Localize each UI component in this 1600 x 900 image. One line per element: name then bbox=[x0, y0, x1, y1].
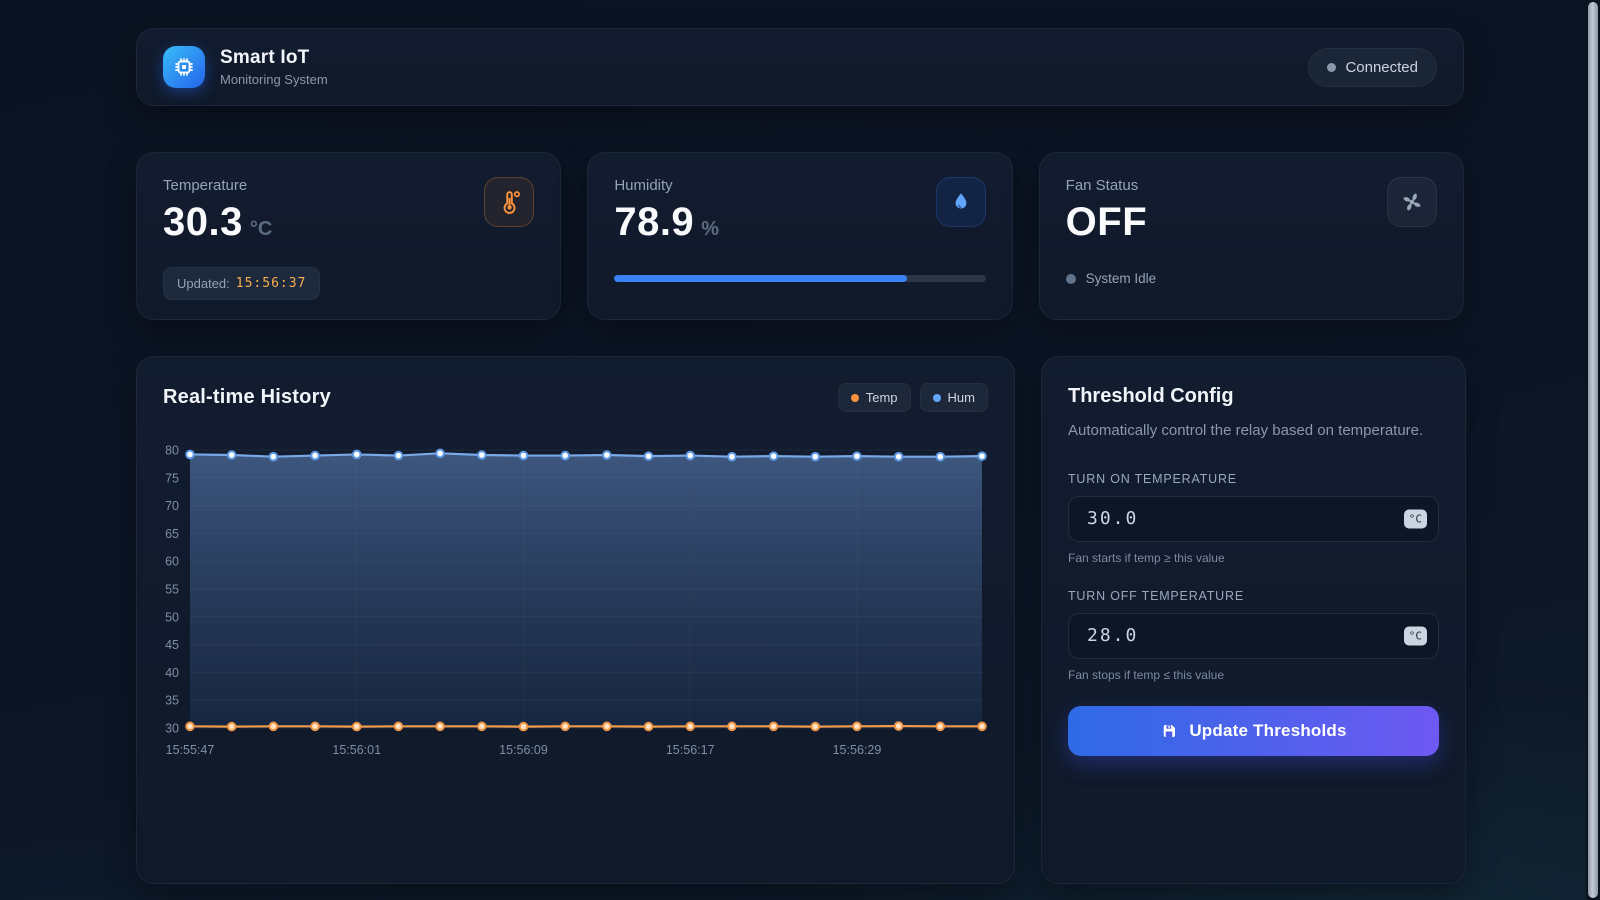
updated-time: 15:56:37 bbox=[235, 276, 307, 291]
legend-hum-label: Hum bbox=[947, 390, 975, 405]
idle-dot-icon bbox=[1065, 273, 1076, 284]
config-title: Threshold Config bbox=[1068, 385, 1234, 407]
svg-text:30: 30 bbox=[165, 722, 179, 736]
turn-on-temperature-input[interactable] bbox=[1068, 495, 1439, 542]
legend-temp[interactable]: Temp bbox=[837, 383, 911, 412]
history-line-chart: 30 35 40 45 50 55 60 65 70 75 80 15:55:47 15:56:01 15… bbox=[165, 444, 987, 757]
app-title: Smart IoT bbox=[220, 47, 310, 68]
scrollbar-thumb[interactable] bbox=[1588, 2, 1598, 898]
humidity-progress-fill bbox=[614, 275, 908, 282]
svg-text:65: 65 bbox=[165, 527, 179, 541]
thermometer-icon bbox=[484, 177, 535, 227]
svg-text:80: 80 bbox=[165, 444, 179, 458]
humidity-unit: % bbox=[701, 218, 719, 240]
app-subtitle: Monitoring System bbox=[220, 72, 328, 87]
svg-text:15:56:17: 15:56:17 bbox=[666, 743, 715, 757]
connection-dot-icon bbox=[1327, 62, 1337, 72]
main-row: Real-time History Temp Hum 30 35 40 45 50 55 6… bbox=[136, 356, 1466, 884]
turn-off-label: TURN OFF TEMPERATURE bbox=[1068, 588, 1244, 603]
threshold-config-card: Threshold Config Automatically control t… bbox=[1041, 356, 1466, 884]
page-scrollbar[interactable] bbox=[1586, 0, 1600, 900]
fan-status-label: Fan Status bbox=[1065, 177, 1139, 194]
turn-off-unit-badge: °C bbox=[1403, 626, 1427, 646]
humidity-label: Humidity bbox=[614, 177, 673, 194]
turn-on-help: Fan starts if temp ≥ this value bbox=[1068, 550, 1225, 565]
legend-hum[interactable]: Hum bbox=[919, 383, 988, 412]
fan-status-value: OFF bbox=[1065, 200, 1148, 244]
chip-icon bbox=[163, 46, 205, 88]
svg-text:15:56:01: 15:56:01 bbox=[332, 743, 381, 757]
humidity-progress-track bbox=[614, 275, 986, 282]
svg-text:55: 55 bbox=[165, 583, 179, 597]
droplet-icon bbox=[935, 177, 986, 227]
turn-on-unit-badge: °C bbox=[1403, 509, 1427, 529]
svg-text:15:56:29: 15:56:29 bbox=[833, 743, 882, 757]
svg-text:15:56:09: 15:56:09 bbox=[499, 743, 548, 757]
update-thresholds-button[interactable]: Update Thresholds bbox=[1068, 705, 1439, 756]
fan-system-status-text: System Idle bbox=[1085, 271, 1157, 286]
hum-legend-dot-icon bbox=[932, 393, 941, 402]
chart-plot-area: 30 35 40 45 50 55 60 65 70 75 80 15:55:47 15:56:01 15… bbox=[163, 442, 988, 772]
svg-text:45: 45 bbox=[165, 638, 179, 652]
temperature-unit: °C bbox=[249, 218, 273, 240]
chart-legend: Temp Hum bbox=[837, 383, 988, 412]
updated-badge: Updated: 15:56:37 bbox=[163, 267, 321, 300]
config-subtitle: Automatically control the relay based on… bbox=[1068, 422, 1424, 439]
svg-text:75: 75 bbox=[165, 471, 179, 485]
update-thresholds-label: Update Thresholds bbox=[1189, 720, 1347, 740]
svg-text:70: 70 bbox=[165, 499, 179, 513]
svg-text:60: 60 bbox=[165, 555, 179, 569]
humidity-card: Humidity 78.9 % bbox=[587, 152, 1013, 320]
app-header: Smart IoT Monitoring System Connected bbox=[136, 28, 1464, 106]
svg-text:40: 40 bbox=[165, 666, 179, 680]
save-icon bbox=[1164, 724, 1176, 737]
svg-text:35: 35 bbox=[165, 694, 179, 708]
legend-temp-label: Temp bbox=[865, 390, 898, 405]
temperature-card: Temperature 30.3 °C Updated: 15:56:37 bbox=[136, 152, 562, 320]
brand: Smart IoT Monitoring System bbox=[163, 46, 328, 88]
chart-title: Real-time History bbox=[163, 386, 331, 408]
temperature-value: 30.3 bbox=[163, 200, 243, 244]
history-chart-card: Real-time History Temp Hum 30 35 40 45 50 55 6… bbox=[136, 356, 1015, 884]
temp-legend-dot-icon bbox=[850, 393, 859, 402]
fan-status-card: Fan Status OFF System Idle bbox=[1038, 152, 1464, 320]
turn-on-label: TURN ON TEMPERATURE bbox=[1068, 471, 1237, 486]
connection-status-badge: Connected bbox=[1308, 47, 1437, 87]
dashboard: Smart IoT Monitoring System Connected Te… bbox=[136, 0, 1466, 884]
updated-label: Updated: bbox=[177, 276, 230, 291]
fan-icon bbox=[1387, 177, 1437, 227]
humidity-value: 78.9 bbox=[614, 200, 695, 244]
temperature-label: Temperature bbox=[163, 177, 248, 194]
svg-text:15:55:47: 15:55:47 bbox=[166, 743, 215, 757]
turn-off-help: Fan stops if temp ≤ this value bbox=[1068, 667, 1224, 682]
brand-text: Smart IoT Monitoring System bbox=[220, 47, 328, 87]
fan-system-status: System Idle bbox=[1065, 271, 1437, 286]
turn-off-temperature-input[interactable] bbox=[1068, 612, 1439, 659]
svg-text:50: 50 bbox=[165, 610, 179, 624]
connection-status-label: Connected bbox=[1345, 58, 1418, 76]
stat-cards-row: Temperature 30.3 °C Updated: 15:56:37 Hu… bbox=[136, 152, 1464, 320]
